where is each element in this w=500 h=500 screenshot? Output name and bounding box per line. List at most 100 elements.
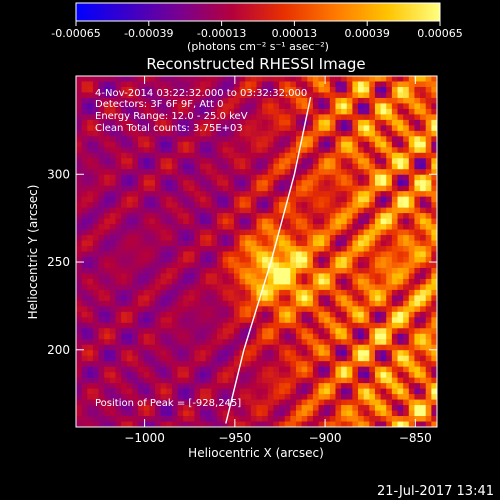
heatmap-cell [228,218,235,225]
heatmap-cell [132,267,139,274]
heatmap-cell [369,262,376,269]
heatmap-cell [171,284,178,291]
heatmap-cell [217,405,224,411]
heatmap-cell [228,185,235,192]
heatmap-cell [200,108,207,115]
heatmap-cell [346,92,353,99]
heatmap-cell [104,328,111,335]
heatmap-cell [245,136,252,143]
heatmap-cell [284,300,291,307]
heatmap-cell [188,311,195,318]
heatmap-cell [256,76,263,82]
heatmap-cell [250,394,257,400]
heatmap-cell [267,130,274,137]
heatmap-cell [312,361,319,368]
heatmap-cell [374,213,381,219]
heatmap-cell [431,235,437,241]
heatmap-cell [126,289,133,296]
heatmap-cell [222,383,229,390]
heatmap-cell [312,295,319,302]
heatmap-cell [217,328,224,335]
heatmap-cell [301,141,308,148]
heatmap-cell [408,273,415,280]
heatmap-cell [408,278,415,285]
heatmap-cell [312,328,319,335]
heatmap-cell [380,147,387,154]
heatmap-cell [166,350,173,357]
heatmap-cell [250,399,257,406]
heatmap-cell [109,344,116,351]
heatmap-cell [403,141,410,148]
heatmap-cell [239,394,246,400]
heatmap-cell [143,246,150,252]
heatmap-cell [138,174,145,181]
heatmap-cell [329,224,336,230]
heatmap-cell [380,256,387,263]
heatmap-cell [386,174,393,181]
heatmap-cell [408,81,415,88]
heatmap-cell [177,251,184,258]
heatmap-cell [138,388,145,395]
heatmap-cell [431,152,437,159]
heatmap-cell [183,196,190,203]
heatmap-cell [239,81,246,88]
heatmap-cell [205,372,212,379]
heatmap-cell [183,158,190,165]
heatmap-cell [92,421,99,427]
heatmap-cell [149,191,156,198]
heatmap-cell [183,191,190,198]
heatmap-cell [205,311,212,318]
heatmap-cell [425,333,432,340]
heatmap-cell [81,284,88,291]
heatmap-cell [363,366,370,373]
heatmap-cell [126,328,133,335]
heatmap-cell [81,218,88,225]
heatmap-cell [279,97,286,104]
heatmap-cell [284,218,291,225]
heatmap-cell [149,81,156,88]
heatmap-cell [318,399,325,406]
heatmap-cell [115,207,122,214]
heatmap-cell [143,81,150,88]
heatmap-cell [301,147,308,154]
heatmap-cell [301,191,308,198]
heatmap-cell [92,119,99,126]
heatmap-cell [358,213,365,219]
heatmap-cell [132,262,139,269]
heatmap-cell [149,213,156,219]
heatmap-cell [307,295,314,302]
heatmap-cell [205,416,212,422]
heatmap-cell [98,350,105,357]
heatmap-cell [386,191,393,198]
colorbar-tick-labels: -0.00065 -0.00039 -0.00013 0.00013 0.00039 0.… [51,27,462,40]
heatmap-cell [98,322,105,329]
heatmap-cell [194,322,201,329]
heatmap-cell [408,328,415,335]
heatmap-cell [87,207,94,214]
heatmap-cell [312,180,319,187]
heatmap-cell [431,339,437,346]
heatmap-cell [386,344,393,351]
heatmap-cell [115,163,122,170]
heatmap-cell [369,196,376,203]
heatmap-cell [143,394,150,400]
heatmap-cell [318,311,325,318]
heatmap-cell [403,136,410,143]
heatmap-cell [380,163,387,170]
heatmap-cell [250,256,257,263]
heatmap-cell [245,125,252,132]
heatmap-cell [295,322,303,329]
heatmap-cell [109,224,116,230]
heatmap-cell [183,311,190,318]
heatmap-cell [391,114,398,121]
heatmap-cell [391,262,398,269]
heatmap-cell [81,289,88,296]
heatmap-cell [374,229,381,236]
heatmap-cell [397,278,404,285]
heatmap-cell [171,306,178,313]
heatmap-cell [403,416,410,422]
heatmap-cell [318,152,325,159]
heatmap-cell [160,240,167,247]
heatmap-cell [341,410,348,417]
